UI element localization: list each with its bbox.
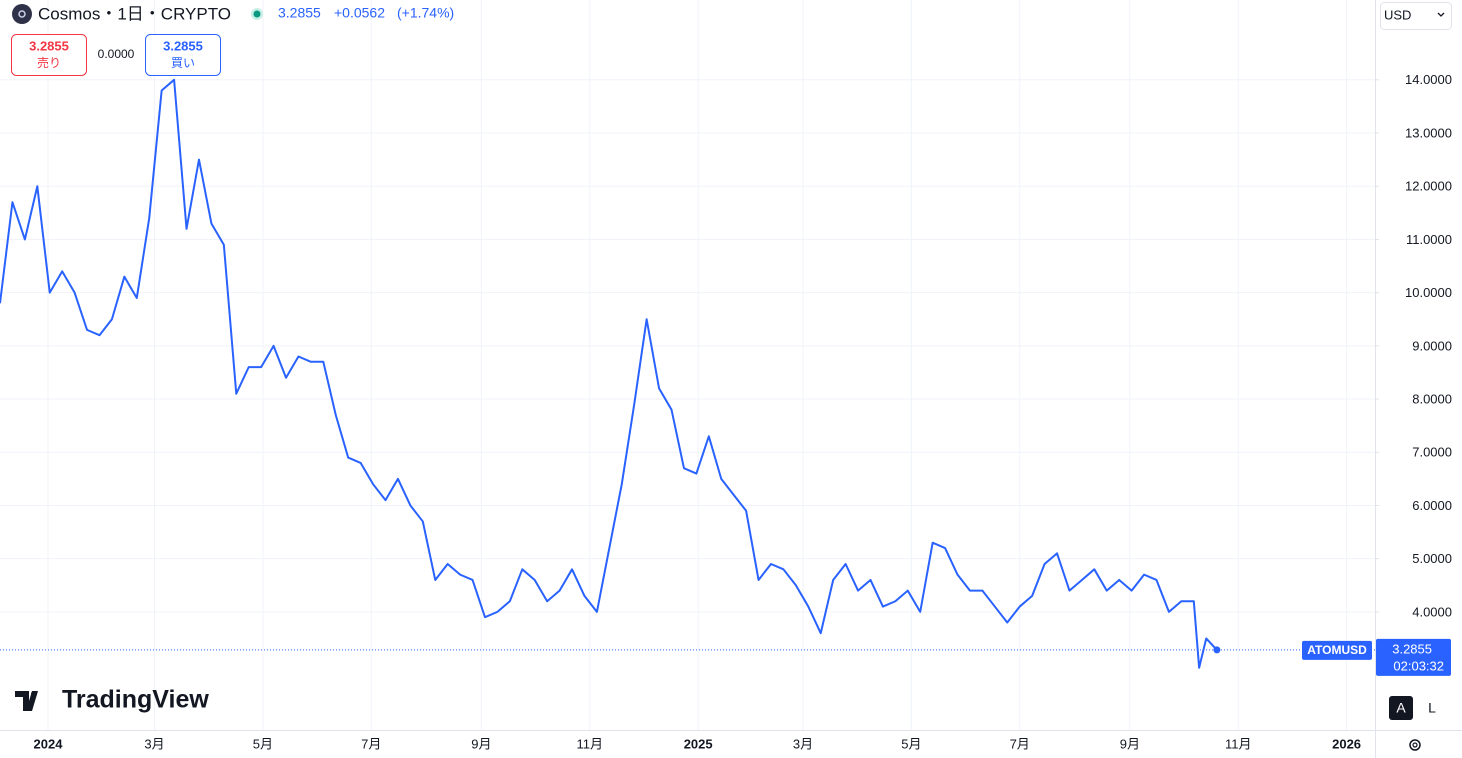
header-change: +0.0562: [334, 5, 385, 21]
symbol-tag-label: ATOMUSD: [1307, 643, 1367, 657]
x-tick-label: 9月: [1120, 736, 1140, 751]
y-tick-label: 11.0000: [1406, 232, 1452, 247]
y-tick-label: 5.0000: [1412, 551, 1452, 566]
y-tick-label: 14.0000: [1405, 72, 1452, 87]
plot: [0, 78, 1375, 669]
buy-button[interactable]: [145, 34, 221, 76]
x-tick-label: 11月: [1225, 736, 1252, 751]
spread: 0.0000: [98, 47, 135, 61]
symbol-title: Cosmos・1日・CRYPTO: [38, 4, 231, 23]
x-tick-label: 3月: [144, 736, 164, 751]
y-tick-label: 6.0000: [1412, 498, 1452, 513]
status-dot: [253, 10, 261, 18]
button-label: L: [1428, 700, 1436, 716]
price-tag-countdown: 02:03:32: [1393, 658, 1444, 673]
y-tick-label: 12.0000: [1405, 179, 1452, 194]
x-tick-label: 2026: [1332, 736, 1361, 751]
x-tick-label: 5月: [253, 736, 273, 751]
sell-button[interactable]: [11, 34, 87, 76]
price-tag: [1376, 638, 1451, 676]
y-tick-label: 8.0000: [1412, 391, 1452, 406]
y-tick-label: 7.0000: [1412, 445, 1452, 460]
symbol-tag: [1302, 640, 1372, 660]
x-tick-label: 9月: [471, 736, 491, 751]
button-label: A: [1396, 700, 1406, 716]
currency-dropdown[interactable]: [1380, 2, 1452, 30]
settings-icon[interactable]: [1409, 739, 1421, 751]
x-tick-label: 5月: [901, 736, 921, 751]
settings-icon: [1412, 742, 1418, 748]
y-tick-label: 13.0000: [1405, 125, 1452, 140]
x-tick-label: 3月: [793, 736, 813, 751]
sell-price: 3.2855: [29, 38, 69, 53]
sell-label: 売り: [37, 55, 61, 70]
y-tick-label: 4.0000: [1412, 604, 1452, 619]
symbol-icon: [12, 4, 32, 24]
currency-label: USD: [1384, 7, 1411, 22]
price-tag-value: 3.2855: [1392, 641, 1432, 656]
buy-price: 3.2855: [163, 38, 203, 53]
logo-mark: [31, 691, 37, 697]
header-price: 3.2855: [278, 5, 321, 21]
last-point: [1213, 646, 1221, 654]
x-tick-label: 7月: [1010, 736, 1030, 751]
log-scale-button[interactable]: [1420, 696, 1444, 720]
price-line: [0, 78, 1218, 669]
symbol-icon: [18, 10, 26, 18]
y-tick-label: 10.0000: [1405, 285, 1452, 300]
buy-label: 買い: [171, 56, 195, 70]
chevron: [1437, 12, 1445, 17]
auto-scale-button[interactable]: [1389, 696, 1413, 720]
header-change-pct: (+1.74%): [397, 5, 454, 21]
x-tick-label: 2025: [684, 736, 713, 751]
x-tick-label: 7月: [361, 736, 381, 751]
x-tick-label: 2024: [34, 736, 64, 751]
y-tick-label: 9.0000: [1412, 338, 1452, 353]
logo-mark: [15, 691, 46, 711]
logo-text: TradingView: [62, 686, 209, 714]
x-tick-label: 11月: [577, 736, 604, 751]
